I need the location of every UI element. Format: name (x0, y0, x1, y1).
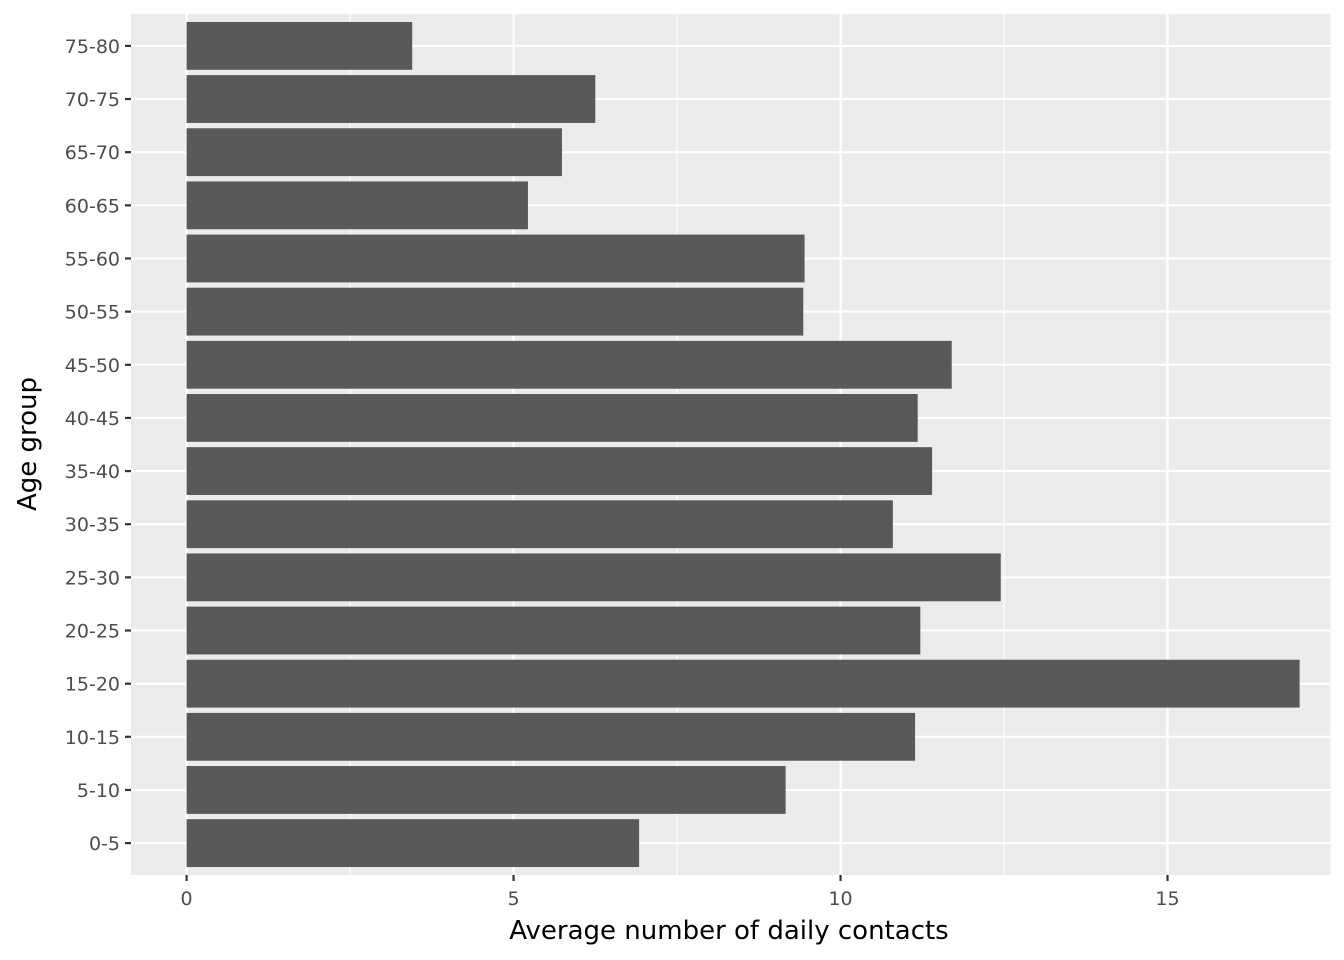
y-tick-label: 30-35 (65, 514, 120, 536)
bar-75-80 (186, 21, 413, 70)
bar-10-15 (186, 712, 916, 761)
x-tick-label: 15 (1155, 888, 1179, 910)
x-tick-label: 0 (181, 888, 193, 910)
y-tick-label: 15-20 (65, 674, 120, 696)
bar-65-70 (186, 128, 562, 177)
bar-60-65 (186, 181, 528, 230)
y-tick-label: 75-80 (65, 36, 120, 58)
bar-30-35 (186, 500, 893, 549)
bars (186, 21, 1300, 868)
x-tick-label: 5 (508, 888, 520, 910)
bar-25-30 (186, 553, 1001, 602)
bar-45-50 (186, 340, 952, 389)
y-tick-label: 70-75 (65, 89, 120, 111)
y-axis: 0-5 5-10 10-15 15-20 20-25 25-30 30-35 35-40 40-… (65, 36, 131, 855)
bar-20-25 (186, 606, 921, 655)
y-tick-label: 65-70 (65, 142, 120, 164)
x-axis-title: Average number of daily contacts (509, 916, 948, 946)
y-tick-label: 20-25 (65, 621, 120, 643)
bar-15-20 (186, 659, 1300, 708)
y-tick-label: 10-15 (65, 727, 120, 749)
bar-55-60 (186, 234, 805, 283)
bar-0-5 (186, 819, 640, 868)
y-tick-label: 35-40 (65, 461, 120, 483)
bar-40-45 (186, 394, 918, 442)
y-tick-label: 50-55 (65, 302, 120, 324)
bar-5-10 (186, 766, 786, 814)
y-tick-label: 40-45 (65, 408, 120, 430)
x-axis: 0 5 10 15 (181, 875, 1180, 910)
y-tick-label: 25-30 (65, 567, 120, 589)
y-tick-label: 5-10 (77, 780, 120, 802)
x-tick-label: 10 (828, 888, 852, 910)
y-axis-title: Age group (13, 377, 43, 511)
bar-70-75 (186, 75, 596, 123)
y-tick-label: 45-50 (65, 355, 120, 377)
y-tick-label: 60-65 (65, 195, 120, 217)
bar-50-55 (186, 287, 804, 336)
bar-35-40 (186, 447, 933, 495)
y-tick-label: 0-5 (89, 833, 120, 855)
y-tick-label: 55-60 (65, 248, 120, 270)
